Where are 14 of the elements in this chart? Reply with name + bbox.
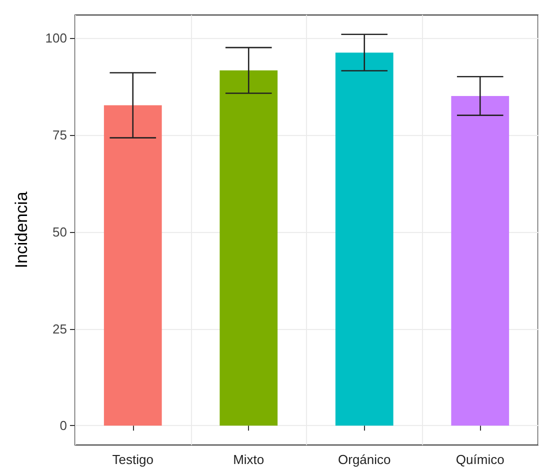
y-tick-label: 50	[52, 224, 67, 240]
bar	[220, 70, 278, 426]
y-axis-title: Incidencia	[12, 191, 31, 268]
x-tick-label: Testigo	[112, 452, 154, 467]
y-tick-label: 75	[52, 128, 67, 143]
y-tick-label: 0	[60, 418, 67, 434]
x-tick-label: Orgánico	[338, 452, 391, 467]
x-tick-label: Químico	[456, 452, 504, 467]
bar	[451, 96, 510, 426]
bar	[335, 52, 394, 426]
bar	[104, 105, 162, 426]
y-tick-label: 100	[45, 30, 67, 46]
x-tick-label: Mixto	[233, 452, 264, 467]
y-tick-label: 25	[52, 321, 67, 336]
